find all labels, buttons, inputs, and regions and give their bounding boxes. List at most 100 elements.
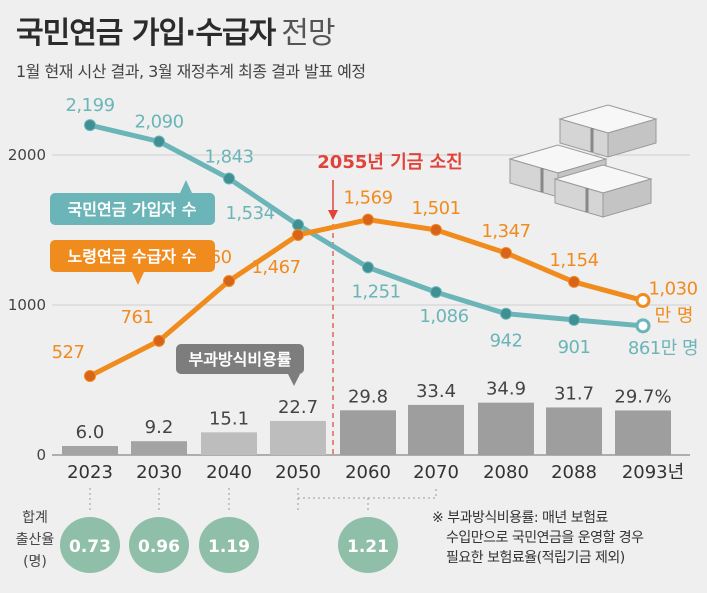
legend-subscribers-text: 국민연금 가입자 수 (68, 200, 197, 219)
y-tick-2000: 2000 (8, 146, 46, 164)
series-1-point-2 (223, 275, 235, 287)
x-tick-8: 2093년 (622, 462, 684, 483)
fertility-circle-0 (60, 517, 120, 573)
bar-legend-pointer (288, 374, 300, 386)
bar-label-1: 9.2 (145, 417, 174, 438)
bar-label-8: 29.7% (614, 386, 671, 407)
bar-label-0: 6.0 (76, 422, 105, 443)
bar-3 (270, 420, 326, 455)
fertility-label-0: 합계 (22, 510, 48, 526)
x-tick-6: 2080 (483, 462, 529, 483)
depletion-label: 2055년 기금 소진 (317, 152, 462, 173)
y-tick-0: 0 (36, 446, 46, 464)
title-main: 국민연금 가입·수급자 (16, 16, 276, 51)
series-0-label-8: 861만 명 (628, 338, 698, 359)
series-1-point-5 (430, 223, 442, 236)
series-1-label-5: 1,501 (411, 198, 460, 219)
fertility-circle-1 (129, 517, 189, 573)
series-0-point-7 (568, 313, 580, 326)
bar-label-6: 34.9 (486, 379, 526, 400)
x-tick-2: 2040 (206, 462, 252, 483)
series-0-point-8 (635, 318, 651, 334)
fertility-value-2: 1.19 (208, 537, 250, 557)
series-0-point-4 (362, 261, 374, 274)
legend-recipients-box (50, 240, 215, 272)
legend-recipients-pointer (132, 272, 144, 285)
bar-label-7: 31.7 (554, 383, 594, 404)
note-line-2: 수입만으로 국민연금을 운영할 경우 (446, 530, 644, 546)
note-mark: ※ (432, 510, 444, 526)
series-1-label-8: 1,030 (648, 279, 697, 300)
fertility-label-1: 출산율 (16, 532, 55, 548)
legend-subscribers-box (50, 193, 215, 225)
series-0-label-7: 901 (558, 337, 591, 358)
series-1-label-4: 1,569 (343, 188, 392, 209)
series-1-point-6 (500, 246, 512, 259)
bar-7 (546, 407, 602, 455)
bar-4 (340, 410, 396, 455)
x-tick-5: 2070 (413, 462, 459, 483)
series-0-label-3: 1,534 (225, 203, 274, 224)
series-1-point-4 (362, 213, 374, 226)
bar-label-5: 33.4 (416, 381, 456, 402)
bar-label-4: 29.8 (348, 386, 388, 407)
x-tick-3: 2050 (275, 462, 321, 483)
series-0-label-1: 2,090 (134, 112, 183, 133)
bar-0 (62, 446, 118, 455)
series-0-label-4: 1,251 (351, 281, 400, 302)
series-1-label-7: 1,154 (549, 250, 598, 271)
series-1-point-1 (153, 334, 165, 347)
series-0-point-3 (292, 218, 304, 231)
series-1-label-1: 761 (121, 307, 154, 328)
fertility-value-0: 0.73 (69, 537, 111, 557)
series-1-label-0: 527 (52, 342, 85, 363)
series-0-point-0 (84, 119, 96, 132)
series-1-end-unit: 만 명 (655, 306, 694, 327)
series-0-label-0: 2,199 (65, 95, 114, 116)
bar-6 (478, 402, 534, 455)
legend-subscribers-pointer (180, 180, 192, 193)
chart-title: 국민연금 가입·수급자 전망 (16, 8, 335, 52)
series-0-point-1 (153, 135, 165, 148)
x-tick-1: 2030 (136, 462, 182, 483)
bar-5 (408, 404, 464, 455)
x-tick-4: 2060 (345, 462, 391, 483)
note-line-1: 부과방식비용률: 매년 보험료 (447, 510, 608, 526)
series-0-label-2: 1,843 (204, 147, 253, 168)
series-1-point-3 (292, 228, 304, 241)
series-1-label-3: 1,467 (251, 257, 300, 278)
bar-2 (201, 432, 257, 455)
footnote: ※ 부과방식비용률: 매년 보험료 수입만으로 국민연금을 운영할 경우 필요한… (432, 508, 644, 568)
series-0-label-6: 942 (490, 331, 523, 352)
series-1-point-8 (635, 293, 651, 308)
fertility-value-1: 0.96 (138, 537, 180, 557)
series-1-label-6: 1,347 (481, 221, 530, 242)
money-stack-top-right (607, 118, 657, 158)
x-tick-7: 2088 (551, 462, 597, 483)
fertility-circle-3 (338, 517, 398, 573)
subtitle: 1월 현재 시산 결과, 3월 재정추계 최종 결과 발표 예정 (16, 62, 366, 81)
bar-label-3: 22.7 (278, 397, 318, 418)
depletion-arrow-head (328, 210, 338, 220)
bar-label-2: 15.1 (209, 408, 249, 429)
bar-8 (615, 410, 671, 455)
fertility-label-2: (명) (23, 554, 47, 570)
series-0-label-5: 1,086 (419, 306, 468, 327)
bar-legend-pill (176, 344, 304, 374)
money-stack-front-right (602, 178, 652, 218)
legend-recipients-text: 노령연금 수급자 수 (68, 247, 197, 266)
fertility-circle-2 (199, 517, 259, 573)
fertility-bracket (297, 488, 437, 499)
bar-1 (131, 441, 187, 455)
series-1-point-7 (568, 275, 580, 288)
title-sub: 전망 (281, 16, 335, 51)
y-tick-1000: 1000 (8, 296, 46, 314)
series-0-point-2 (223, 172, 235, 185)
note-line-3: 필요한 보험료율(적립기금 제외) (446, 550, 625, 566)
x-tick-0: 2023 (67, 462, 113, 483)
bar-legend-text: 부과방식비용률 (188, 350, 291, 369)
series-0-point-5 (430, 286, 442, 299)
series-1-point-0 (84, 369, 96, 382)
series-0-point-6 (500, 307, 512, 320)
